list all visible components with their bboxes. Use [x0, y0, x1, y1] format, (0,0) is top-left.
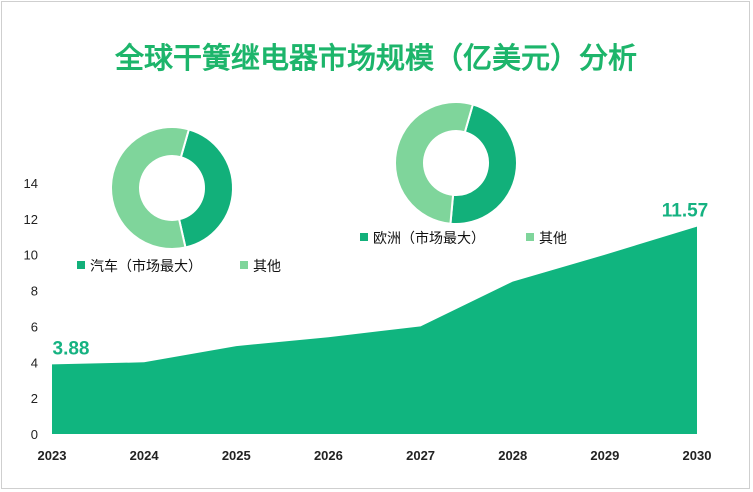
- y-axis-ticks: 0 2 4 6 8 10 12 14: [24, 176, 38, 442]
- legend-label: 其他: [539, 231, 567, 247]
- x-tick-label: 2023: [38, 448, 67, 463]
- data-label: 11.57: [662, 201, 709, 222]
- x-tick-label: 2025: [222, 448, 251, 463]
- donut-chart: 汽车（市场最大） 其他: [77, 126, 281, 275]
- x-tick-label: 2028: [498, 448, 527, 463]
- data-labels: 3.88 11.57: [53, 201, 709, 360]
- x-tick-label: 2027: [406, 448, 435, 463]
- donut-slice: [449, 103, 518, 225]
- donut-slice: [394, 101, 475, 225]
- x-tick-label: 2030: [683, 448, 712, 463]
- chart-title: 全球干簧继电器市场规模（亿美元）分析: [114, 41, 637, 75]
- x-tick-label: 2026: [314, 448, 343, 463]
- area-series: [52, 226, 697, 434]
- legend-swatch: [526, 233, 534, 241]
- legend-swatch: [240, 261, 248, 269]
- donut-insets: 汽车（市场最大） 其他 欧洲（市场最大） 其他: [77, 101, 567, 275]
- y-tick-label: 0: [31, 427, 38, 442]
- y-tick-label: 10: [24, 248, 38, 263]
- x-axis-ticks: 2023 2024 2025 2026 2027 2028 2029 2030: [38, 448, 712, 463]
- donut-chart: 欧洲（市场最大） 其他: [360, 101, 567, 247]
- y-tick-label: 8: [31, 284, 38, 299]
- legend-label: 欧洲（市场最大）: [373, 230, 485, 247]
- legend-label: 其他: [253, 259, 281, 275]
- y-tick-label: 12: [24, 212, 38, 227]
- y-tick-label: 2: [31, 391, 38, 406]
- x-tick-label: 2024: [130, 448, 160, 463]
- legend-swatch: [77, 261, 85, 269]
- donut-slice: [110, 126, 191, 250]
- y-tick-label: 4: [31, 355, 38, 370]
- legend-swatch: [360, 233, 368, 241]
- y-tick-label: 14: [24, 176, 38, 191]
- legend-label: 汽车（市场最大）: [90, 258, 202, 275]
- x-tick-label: 2029: [590, 448, 619, 463]
- y-tick-label: 6: [31, 319, 38, 334]
- data-label: 3.88: [53, 338, 90, 359]
- donut-slice: [177, 128, 234, 249]
